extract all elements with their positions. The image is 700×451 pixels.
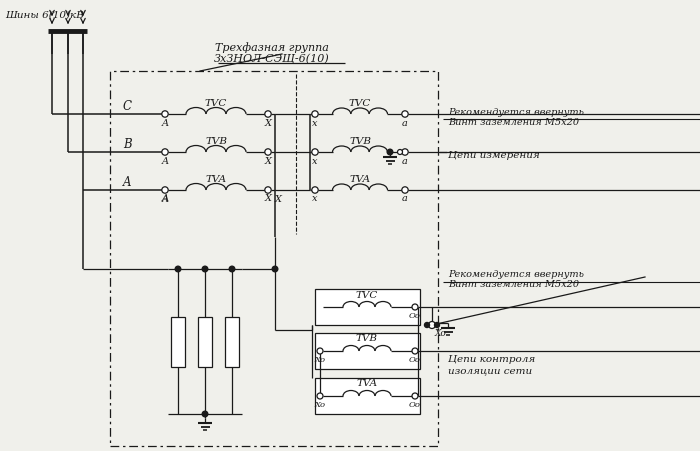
Text: Xo: Xo bbox=[435, 329, 447, 338]
Circle shape bbox=[162, 187, 168, 194]
Bar bbox=[198, 317, 212, 367]
Text: R1: R1 bbox=[228, 336, 237, 348]
Bar bbox=[225, 317, 239, 367]
Bar bbox=[315, 333, 420, 369]
Circle shape bbox=[265, 111, 271, 118]
Circle shape bbox=[312, 187, 318, 194]
Text: A: A bbox=[162, 195, 169, 204]
Circle shape bbox=[402, 187, 408, 194]
Text: TVB: TVB bbox=[349, 137, 371, 146]
Text: A: A bbox=[123, 176, 132, 189]
Circle shape bbox=[412, 304, 418, 310]
Text: x: x bbox=[312, 118, 318, 127]
Circle shape bbox=[428, 322, 435, 329]
Text: TVB: TVB bbox=[356, 334, 378, 343]
Text: X: X bbox=[265, 156, 272, 165]
Text: Oo: Oo bbox=[409, 355, 421, 363]
Text: TVA: TVA bbox=[349, 175, 370, 184]
Text: TVA: TVA bbox=[205, 175, 227, 184]
Text: X: X bbox=[275, 195, 282, 204]
Circle shape bbox=[202, 267, 208, 272]
Circle shape bbox=[312, 111, 318, 118]
Circle shape bbox=[424, 323, 430, 328]
Text: 3хЗНОЛ-СЭЩ-6(10): 3хЗНОЛ-СЭЩ-6(10) bbox=[214, 54, 330, 64]
Text: x: x bbox=[312, 194, 318, 203]
Text: Цепи измерения: Цепи измерения bbox=[448, 150, 540, 159]
Circle shape bbox=[265, 187, 271, 194]
Circle shape bbox=[412, 348, 418, 354]
Text: TVC: TVC bbox=[356, 290, 378, 299]
Text: a: a bbox=[402, 118, 408, 127]
Circle shape bbox=[162, 111, 168, 118]
Bar bbox=[110, 72, 438, 446]
Bar bbox=[315, 378, 420, 414]
Circle shape bbox=[412, 393, 418, 399]
Circle shape bbox=[317, 348, 323, 354]
Text: x: x bbox=[312, 156, 318, 165]
Text: A: A bbox=[162, 118, 169, 127]
Text: Xo: Xo bbox=[314, 355, 326, 363]
Text: TVC: TVC bbox=[205, 99, 228, 108]
Circle shape bbox=[229, 267, 234, 272]
Text: Oo: Oo bbox=[409, 311, 421, 319]
Text: Рекомендуется ввернуть
Винт заземления М5х20: Рекомендуется ввернуть Винт заземления М… bbox=[448, 269, 584, 289]
Text: TVB: TVB bbox=[205, 137, 227, 146]
Text: Шины 6(10)кВ: Шины 6(10)кВ bbox=[5, 10, 84, 19]
Circle shape bbox=[398, 150, 402, 155]
Text: TVA: TVA bbox=[356, 379, 377, 388]
Text: R3: R3 bbox=[174, 336, 183, 348]
Text: Цепи контроля
изоляции сети: Цепи контроля изоляции сети bbox=[448, 354, 536, 374]
Text: a: a bbox=[402, 194, 408, 203]
Text: C: C bbox=[123, 100, 132, 113]
Circle shape bbox=[175, 267, 181, 272]
Circle shape bbox=[435, 323, 440, 328]
Circle shape bbox=[317, 393, 323, 399]
Text: Рекомендуется ввернуть
Винт заземления М5х20: Рекомендуется ввернуть Винт заземления М… bbox=[448, 108, 584, 127]
Bar bbox=[171, 317, 185, 367]
Text: Oo: Oo bbox=[409, 400, 421, 408]
Text: R2: R2 bbox=[200, 336, 209, 348]
Circle shape bbox=[387, 150, 393, 156]
Text: X: X bbox=[265, 118, 272, 127]
Text: X: X bbox=[265, 194, 272, 203]
Circle shape bbox=[312, 149, 318, 156]
Circle shape bbox=[272, 267, 278, 272]
Text: A: A bbox=[162, 194, 169, 203]
Text: a: a bbox=[402, 156, 408, 165]
Text: Трехфазная группа: Трехфазная группа bbox=[215, 42, 329, 53]
Circle shape bbox=[162, 149, 168, 156]
Text: A: A bbox=[162, 156, 169, 165]
Circle shape bbox=[265, 149, 271, 156]
Bar bbox=[315, 290, 420, 325]
Circle shape bbox=[402, 149, 408, 156]
Text: B: B bbox=[123, 138, 132, 151]
Text: Xo: Xo bbox=[314, 400, 326, 408]
Circle shape bbox=[402, 111, 408, 118]
Circle shape bbox=[202, 411, 208, 417]
Text: TVC: TVC bbox=[349, 99, 371, 108]
